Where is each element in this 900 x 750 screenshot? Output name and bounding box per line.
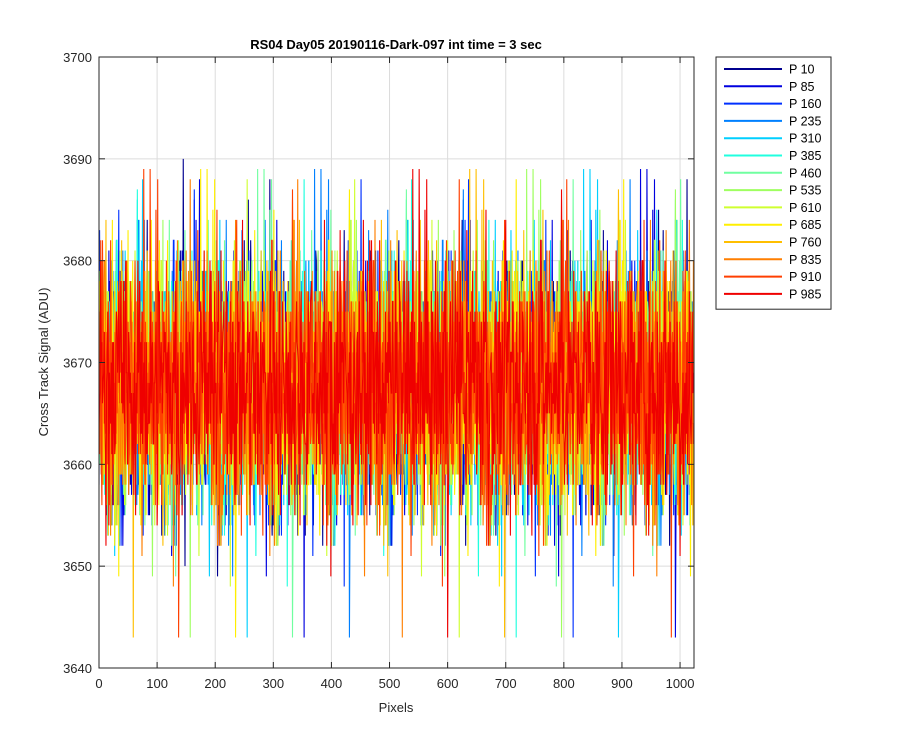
legend-label: P 460 [789, 166, 821, 180]
legend-label: P 760 [789, 236, 821, 250]
data-lines [99, 158, 694, 638]
legend-label: P 10 [789, 63, 815, 77]
x-tick-label: 700 [495, 676, 517, 691]
x-tick-label: 800 [553, 676, 575, 691]
legend: P 10 P 85 P 160 P 235 P 310 P 385 P 460 P 535 P … [715, 56, 832, 310]
legend-label: P 610 [789, 201, 821, 215]
x-axis-label: Pixels [379, 700, 414, 715]
chart-title: RS04 Day05 20190116-Dark-097 int time = … [250, 37, 542, 52]
legend-label: P 910 [789, 270, 821, 284]
y-tick-label: 3670 [63, 356, 92, 371]
y-tick-label: 3690 [63, 152, 92, 167]
y-tick-label: 3700 [63, 50, 92, 65]
x-tick-label: 200 [204, 676, 226, 691]
legend-box [715, 56, 832, 310]
y-axis-ticks: 3640 3650 3660 3670 3680 3690 3700 [63, 50, 694, 676]
x-tick-label: 0 [95, 676, 102, 691]
x-tick-label: 600 [437, 676, 459, 691]
x-tick-label: 1000 [666, 676, 695, 691]
legend-label: P 685 [789, 218, 821, 232]
legend-label: P 535 [789, 184, 821, 198]
legend-label: P 310 [789, 132, 821, 146]
y-tick-label: 3640 [63, 661, 92, 676]
x-tick-label: 100 [146, 676, 168, 691]
legend-label: P 160 [789, 97, 821, 111]
legend-label: P 835 [789, 253, 821, 267]
y-tick-label: 3660 [63, 457, 92, 472]
y-tick-label: 3650 [63, 559, 92, 574]
legend-label: P 985 [789, 287, 821, 301]
x-tick-label: 400 [321, 676, 343, 691]
x-tick-label: 900 [611, 676, 633, 691]
series-line-p-985 [99, 169, 694, 638]
y-tick-label: 3680 [63, 254, 92, 269]
y-axis-label: Cross Track Signal (ADU) [36, 288, 51, 437]
legend-label: P 385 [789, 149, 821, 163]
x-tick-label: 500 [379, 676, 401, 691]
x-axis-ticks: 0 100 200 300 400 500 600 700 800 900 1000 [95, 57, 695, 691]
x-tick-label: 300 [262, 676, 284, 691]
legend-label: P 235 [789, 114, 821, 128]
legend-label: P 85 [789, 80, 815, 94]
